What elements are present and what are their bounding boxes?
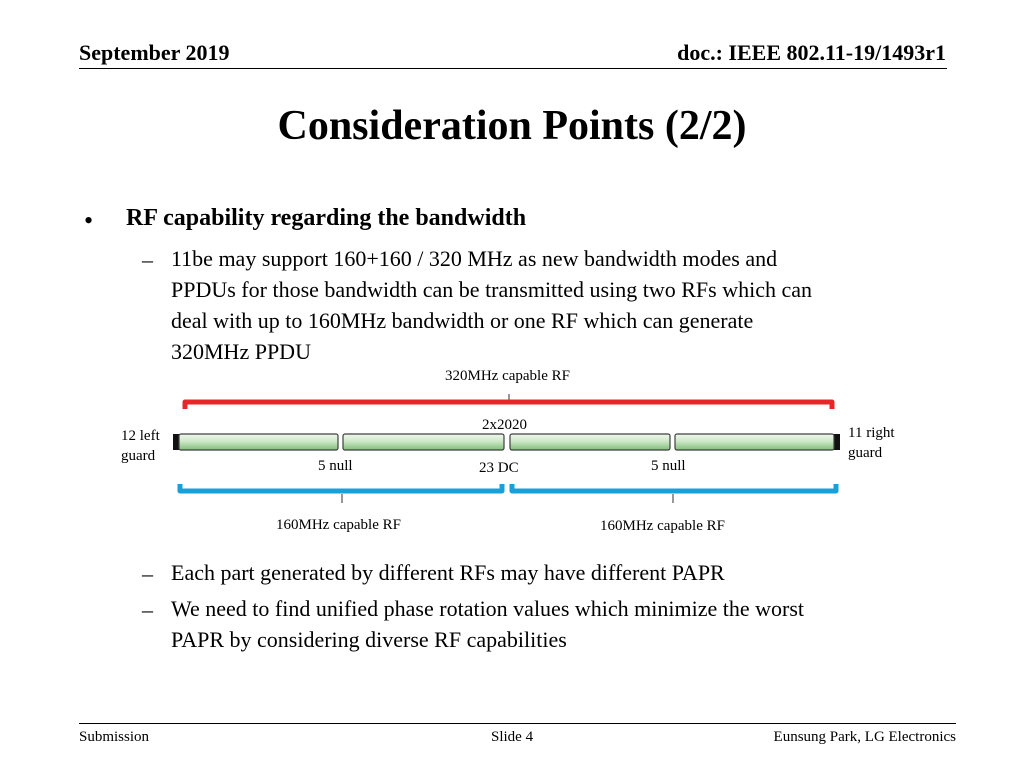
sub-bullet-3: We need to find unified phase rotation v… xyxy=(171,593,804,655)
null-left-label: 5 null xyxy=(318,458,353,474)
sub-bullet-1-line: deal with up to 160MHz bandwidth or one … xyxy=(171,308,754,333)
center-label: 2x2020 xyxy=(482,417,527,433)
rf160-left-label: 160MHz capable RF xyxy=(276,517,401,533)
rf160-right-label: 160MHz capable RF xyxy=(600,518,725,534)
header-doc-id: doc.: IEEE 802.11-19/1493r1 xyxy=(677,40,946,65)
sub-bullet-dash-2: – xyxy=(142,561,153,586)
subband-segment-2 xyxy=(342,433,505,451)
null-right-label: 5 null xyxy=(651,458,686,474)
footer-divider xyxy=(79,723,956,724)
sub-bullet-dash-3: – xyxy=(142,597,153,622)
footer-author: Eunsung Park, LG Electronics xyxy=(773,729,956,745)
left-guard-line: guard xyxy=(121,448,156,464)
left-guard-block xyxy=(173,434,179,450)
left-guard-line: 12 left xyxy=(121,428,160,444)
rf320-label: 320MHz capable RF xyxy=(445,368,570,384)
right-guard-block xyxy=(834,434,840,450)
sub-bullet-3-line: PAPR by considering diverse RF capabilit… xyxy=(171,627,567,652)
right-guard-label: 11 right guard xyxy=(848,423,895,463)
sub-bullet-3-line: We need to find unified phase rotation v… xyxy=(171,596,805,621)
rf320-bracket xyxy=(182,394,835,409)
rf160-left-bracket xyxy=(177,484,505,503)
subband-segment-4 xyxy=(674,433,835,451)
sub-bullet-1: 11be may support 160+160 / 320 MHz as ne… xyxy=(171,243,812,367)
footer-submission: Submission xyxy=(79,729,150,745)
sub-bullet-1-line: 320MHz PPDU xyxy=(171,339,311,364)
dc-label: 23 DC xyxy=(479,460,519,476)
sub-bullet-2: Each part generated by different RFs may… xyxy=(171,560,725,585)
sub-bullet-1-line: PPDUs for those bandwidth can be transmi… xyxy=(171,277,812,302)
rf160-right-bracket xyxy=(509,484,839,503)
left-guard-label: 12 left guard xyxy=(121,426,160,466)
right-guard-line: 11 right xyxy=(848,425,895,441)
subband-segment-1 xyxy=(178,433,339,451)
footer-slide-number: Slide 4 xyxy=(491,729,534,745)
subband-segment-3 xyxy=(509,433,671,451)
right-guard-line: guard xyxy=(848,445,883,461)
slide-title: Consideration Points (2/2) xyxy=(277,103,747,149)
sub-bullet-1-line: 11be may support 160+160 / 320 MHz as ne… xyxy=(171,246,778,271)
header-divider xyxy=(79,68,947,69)
header-date: September 2019 xyxy=(79,40,230,65)
sub-bullet-dash-1: – xyxy=(142,247,153,272)
bullet-heading: RF capability regarding the bandwidth xyxy=(126,205,527,231)
bullet-marker: • xyxy=(84,206,94,235)
